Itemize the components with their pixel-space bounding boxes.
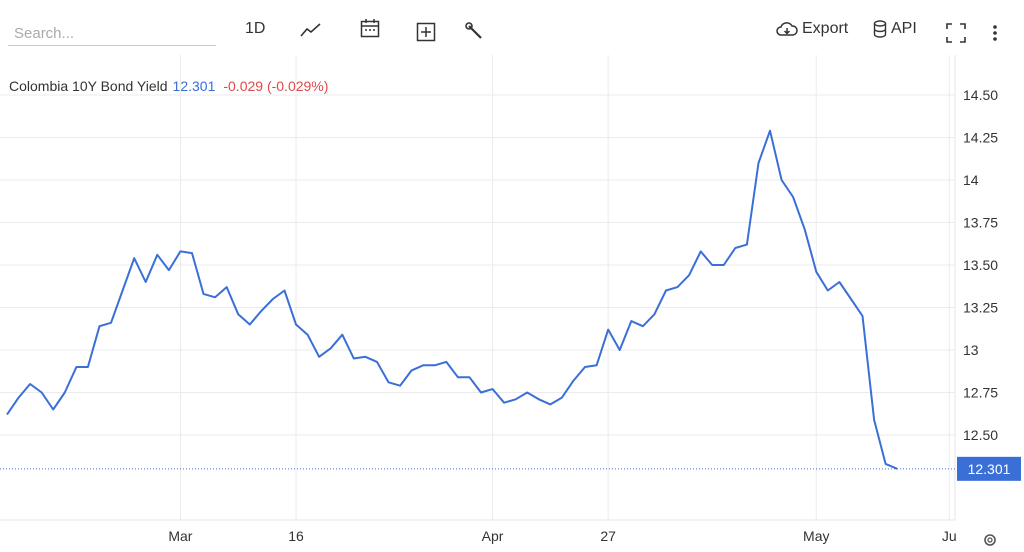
y-tick-label: 13.75 xyxy=(963,215,998,231)
export-label: Export xyxy=(802,20,849,37)
y-tick-label: 14.25 xyxy=(963,130,998,146)
database-icon xyxy=(873,20,887,38)
api-button[interactable]: API xyxy=(873,20,917,38)
api-label: API xyxy=(891,20,917,37)
last-value-box xyxy=(957,456,1021,481)
y-tick-label: 14 xyxy=(963,172,979,188)
y-tick-label: 13 xyxy=(963,342,979,358)
chart-title: Colombia 10Y Bond Yield xyxy=(9,78,168,94)
search-input[interactable] xyxy=(8,22,216,46)
fullscreen-button[interactable] xyxy=(946,23,966,43)
last-value: 12.301 xyxy=(173,78,216,94)
y-tick-label: 13.25 xyxy=(963,300,998,316)
period-button[interactable]: 1D xyxy=(245,20,265,38)
gear-icon xyxy=(984,534,996,546)
data-line xyxy=(6,129,898,470)
x-tick-label: 27 xyxy=(600,528,616,544)
date-button[interactable] xyxy=(360,18,380,38)
export-button[interactable]: Export xyxy=(776,20,848,38)
y-tick-label: 14.50 xyxy=(963,87,998,103)
x-tick-label: Ju xyxy=(942,528,957,544)
chart-type-button[interactable] xyxy=(300,22,322,38)
plot-area: 12.50 12.75 13 13.25 13.50 13.75 14 14.25 14.50 M… xyxy=(0,55,998,544)
compare-button[interactable] xyxy=(416,22,436,42)
y-tick-label: 12.50 xyxy=(963,427,998,443)
x-tick-label: Apr xyxy=(482,528,504,544)
change-label: -0.029 (-0.029%) xyxy=(223,78,328,94)
x-tick-label: 16 xyxy=(288,528,304,544)
cloud-icon xyxy=(776,22,798,36)
last-value-label: 12.301 xyxy=(968,461,1011,477)
menu-button[interactable] xyxy=(990,24,1000,44)
y-tick-label: 13.50 xyxy=(963,257,998,273)
x-tick-label: Mar xyxy=(168,528,192,544)
toolbar: 1D Export API xyxy=(0,0,1024,56)
settings-tool-button[interactable] xyxy=(465,22,485,42)
x-tick-label: May xyxy=(803,528,829,544)
period-label: 1D xyxy=(245,20,266,37)
y-tick-label: 12.75 xyxy=(963,385,998,401)
